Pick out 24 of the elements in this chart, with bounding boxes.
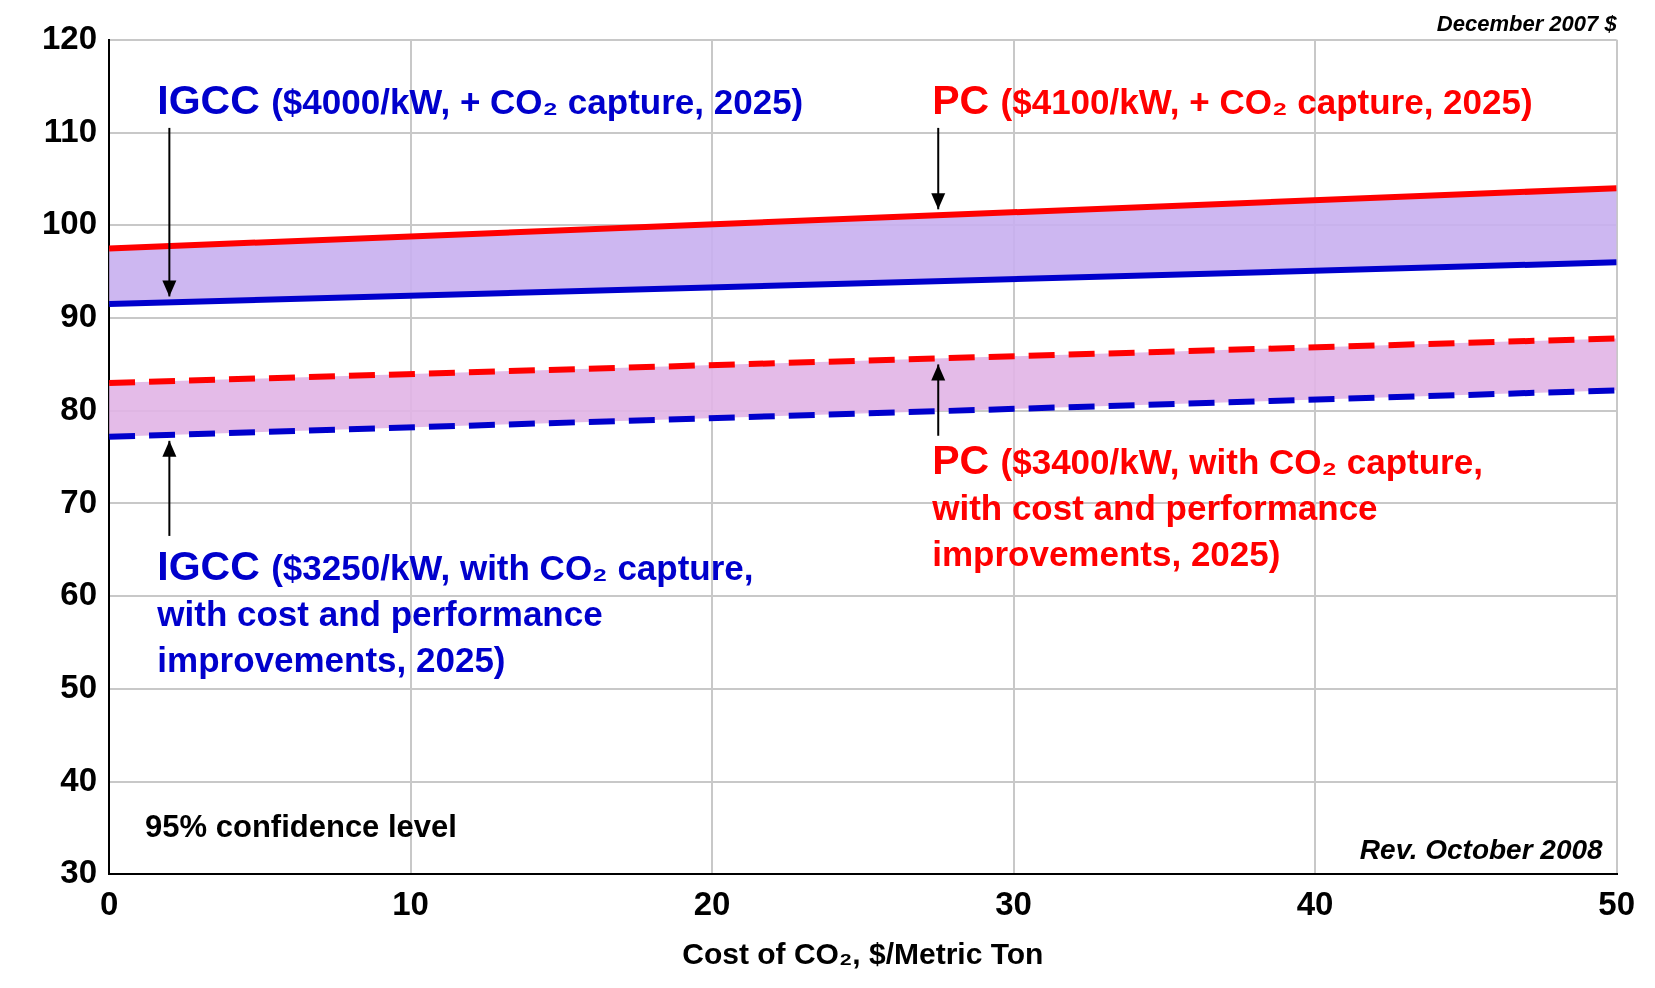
y-tick-label: 100 [42, 204, 98, 242]
y-tick-label: 90 [60, 297, 98, 335]
y-tick-label: 70 [60, 482, 98, 520]
x-tick-label: 0 [99, 885, 119, 923]
x-tick-label: 30 [995, 885, 1032, 923]
text: IGCC ($4000/kW, + CO₂ capture, 2025) [157, 77, 804, 124]
y-tick-label: 110 [43, 111, 98, 149]
series-label: PC ($4100/kW, + CO₂ capture, 2025) [932, 77, 1533, 124]
series-label: PC ($3400/kW, with CO₂ capture, with cost and performance improvements, 2025) [931, 436, 1483, 573]
x-tick-label: 20 [693, 885, 731, 923]
annotation: 95% confidence level [145, 808, 457, 844]
y-tick-label: 50 [60, 668, 98, 706]
x-tick-label: 40 [1296, 885, 1334, 923]
y-tick-label: 80 [60, 389, 98, 427]
x-tick-label: 50 [1598, 885, 1636, 923]
y-tick-label: 60 [60, 575, 98, 613]
y-tick-label: 30 [60, 853, 98, 891]
y-tick-label: 40 [60, 760, 98, 798]
text: IGCC ($3250/kW, with CO₂ capture, with cost and performance improvements, 2025) [156, 542, 754, 679]
x-tick-label: 10 [392, 885, 429, 923]
x-axis-title: Cost of CO₂, $/Metric Ton [682, 937, 1044, 971]
y-tick-label: 120 [42, 18, 98, 56]
text: December 2007 $ [1436, 10, 1618, 36]
annotation: Rev. October 2008 [1359, 833, 1604, 865]
